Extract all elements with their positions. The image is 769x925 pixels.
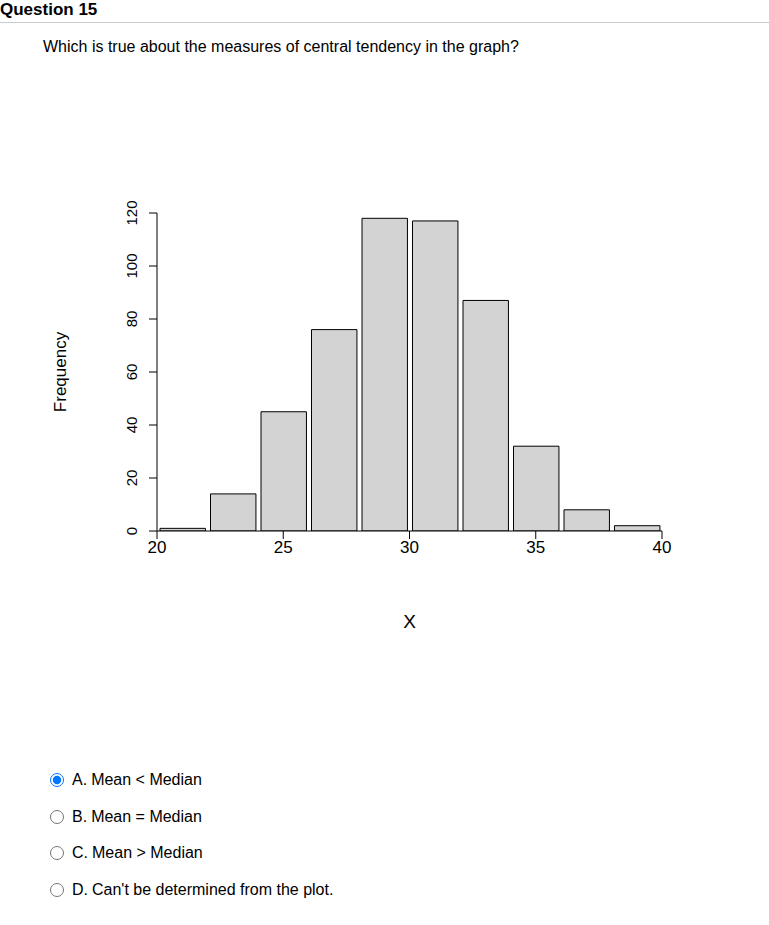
html-text:A. Mean < Median: A. Mean < Median [72,771,202,788]
svg-text:60: 60 [123,364,140,381]
svg-text:100: 100 [123,253,140,278]
svg-text:40: 40 [653,538,672,557]
html-text:B. Mean = Median: B. Mean = Median [72,807,202,825]
svg-text:0: 0 [123,527,140,535]
svg-text:80: 80 [123,311,140,328]
svg-text:25: 25 [274,538,293,557]
html-text:Which is true about the measur: Which is true about the measures of cent… [43,38,519,55]
svg-text:X: X [403,611,416,632]
svg-text:120: 120 [123,200,140,225]
html-text:Question 15: Question 15 [0,0,98,19]
svg-text:30: 30 [400,538,419,557]
svg-text:20: 20 [123,470,140,487]
svg-text:20: 20 [148,538,167,557]
html-text:D. Can't be determined from th: D. Can't be determined from the plot. [72,880,334,898]
svg-text:Frequency: Frequency [51,331,70,412]
svg-text:40: 40 [123,417,140,434]
svg-text:35: 35 [526,538,545,557]
html-text:C. Mean > Median: C. Mean > Median [72,844,203,861]
